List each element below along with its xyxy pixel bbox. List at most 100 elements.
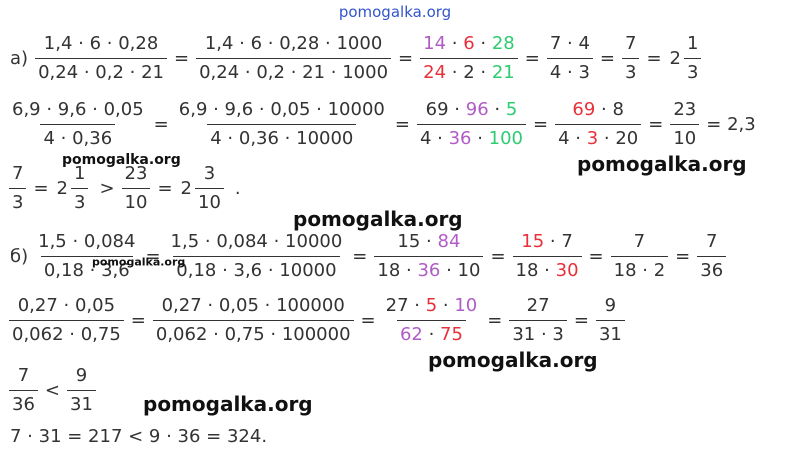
math-text: 23 (673, 99, 697, 120)
math-text: 4 · 0,36 · 10000 (210, 128, 354, 149)
math-text: 62 (399, 324, 423, 345)
denominator: 0,24 · 0,2 · 21 · 1000 (196, 58, 392, 87)
math-text: 7 (633, 231, 646, 252)
numerator: 1 (684, 30, 701, 58)
watermark: pomogalka.org (62, 152, 181, 168)
math-text: 4 · (558, 128, 587, 149)
numerator: 15 · 7 (518, 228, 576, 256)
math-text: 1,5 · 0,084 · 10000 (170, 231, 343, 252)
math-text: 6 (463, 33, 475, 54)
math-text: 0,27 · 0,05 (17, 295, 116, 316)
denominator: 10 (195, 188, 224, 217)
math-text: 10 (198, 192, 221, 213)
watermark: pomogalka.org (92, 255, 186, 269)
math-text: 36 (417, 260, 441, 281)
numerator: 3 (201, 160, 218, 188)
fraction: 0,27 · 0,05 0,062 · 0,75 (9, 292, 124, 349)
numerator: 27 (524, 292, 553, 320)
numerator: 69 · 8 (569, 96, 627, 124)
watermark: pomogalka.org (143, 392, 313, 416)
numerator: 7 (9, 160, 26, 188)
math-text: · (488, 99, 506, 120)
denominator: 4 · 0,36 · 10000 (207, 124, 357, 153)
fraction: 6,9 · 9,6 · 0,05 · 10000 4 · 0,36 · 10000 (176, 96, 388, 153)
math-text: 69 · (425, 99, 466, 120)
math-text: 7 (17, 365, 30, 386)
math-text: 1,4 · 6 · 0,28 (43, 33, 159, 54)
fraction: 3 10 (195, 160, 224, 217)
math-text: 10 (673, 128, 697, 149)
math-text: = (573, 310, 589, 331)
denominator: 62 · 75 (396, 320, 466, 349)
math-line: 7 · 31 = 217 < 9 · 36 = 324. (6, 426, 271, 447)
math-text: = (157, 178, 173, 199)
denominator: 31 (67, 390, 96, 419)
math-text: = (646, 48, 662, 69)
denominator: 4 · 0,36 (40, 124, 116, 153)
math-text: 1 (687, 33, 699, 54)
math-text: 1 (74, 163, 86, 184)
fraction: 6,9 · 9,6 · 0,05 4 · 0,36 (9, 96, 147, 153)
math-text: = (153, 114, 169, 135)
math-text: 0,27 · 0,05 · 100000 (161, 295, 345, 316)
numerator: 0,27 · 0,05 (15, 292, 118, 320)
math-text: 10 (124, 192, 148, 213)
math-text: 3 (687, 62, 699, 83)
math-text: · (422, 324, 441, 345)
fraction: 7 36 (697, 228, 727, 285)
math-text: = (394, 114, 410, 135)
math-line: 7 3 = 2 1 3 >23 10 = 2 3 10. (6, 160, 245, 217)
numerator: 27 · 5 · 10 (383, 292, 481, 320)
math-line: 0,27 · 0,05 0,062 · 0,75 = 0,27 · 0,05 · 10… (6, 292, 628, 349)
math-text: · 2 · (446, 62, 492, 83)
denominator: 18 · 36 · 10 (374, 256, 484, 285)
math-text: · 7 (544, 231, 573, 252)
fraction: 15 · 84 18 · 36 · 10 (374, 228, 484, 285)
math-text: 21 (491, 62, 515, 83)
fraction: 15 · 7 18 · 30 (512, 228, 582, 285)
numerator: 1,5 · 0,084 · 10000 (168, 228, 346, 256)
math-text: 28 (491, 33, 515, 54)
math-text: = 2,3 (706, 114, 756, 135)
math-text: 9 (75, 365, 88, 386)
watermark: pomogalka.org (293, 207, 463, 231)
math-line: а) 1,4 · 6 · 0,28 0,24 · 0,2 · 21 = 1,4 · 6 … (6, 30, 708, 87)
denominator: 4 · 36 · 100 (416, 124, 527, 153)
math-text: 1,5 · 0,084 (38, 231, 136, 252)
denominator: 36 (9, 390, 38, 419)
math-text: = (675, 246, 691, 267)
math-text: 4 · 3 (549, 62, 590, 83)
math-text: 27 · (385, 295, 426, 316)
math-text: 18 · (377, 260, 418, 281)
math-text: 0,24 · 0,2 · 21 (38, 62, 165, 83)
denominator: 3 (684, 58, 702, 87)
fraction: 7 36 (9, 362, 38, 419)
math-line: 7 36 <9 31 (6, 362, 99, 419)
denominator: 18 · 30 (512, 256, 582, 285)
denominator: 31 (595, 320, 625, 349)
watermark: pomogalka.org (338, 3, 452, 21)
numerator: 14 · 6 · 28 (420, 30, 518, 58)
numerator: 1,4 · 6 · 0,28 · 1000 (202, 30, 385, 58)
math-text: 18 · 2 (613, 260, 666, 281)
denominator: 18 · 2 (610, 256, 669, 285)
math-text: 9 (604, 295, 617, 316)
math-text: 5 (425, 295, 438, 316)
numerator: 7 (631, 228, 648, 256)
math-text: б) (10, 246, 29, 267)
numerator: 7 (15, 362, 32, 390)
math-text: = (174, 48, 190, 69)
math-text: = (360, 310, 376, 331)
numerator: 1 (71, 160, 88, 188)
denominator: 0,24 · 0,2 · 21 (35, 58, 168, 87)
numerator: 7 (622, 30, 639, 58)
math-line: б) 1,5 · 0,084 0,18 · 3,6 = 1,5 · 0,084 · 10… (6, 228, 729, 285)
math-text: 96 (465, 99, 489, 120)
denominator: 4 · 3 · 20 (555, 124, 642, 153)
denominator: 3 (9, 188, 27, 217)
whole-part: 2 (56, 178, 68, 199)
